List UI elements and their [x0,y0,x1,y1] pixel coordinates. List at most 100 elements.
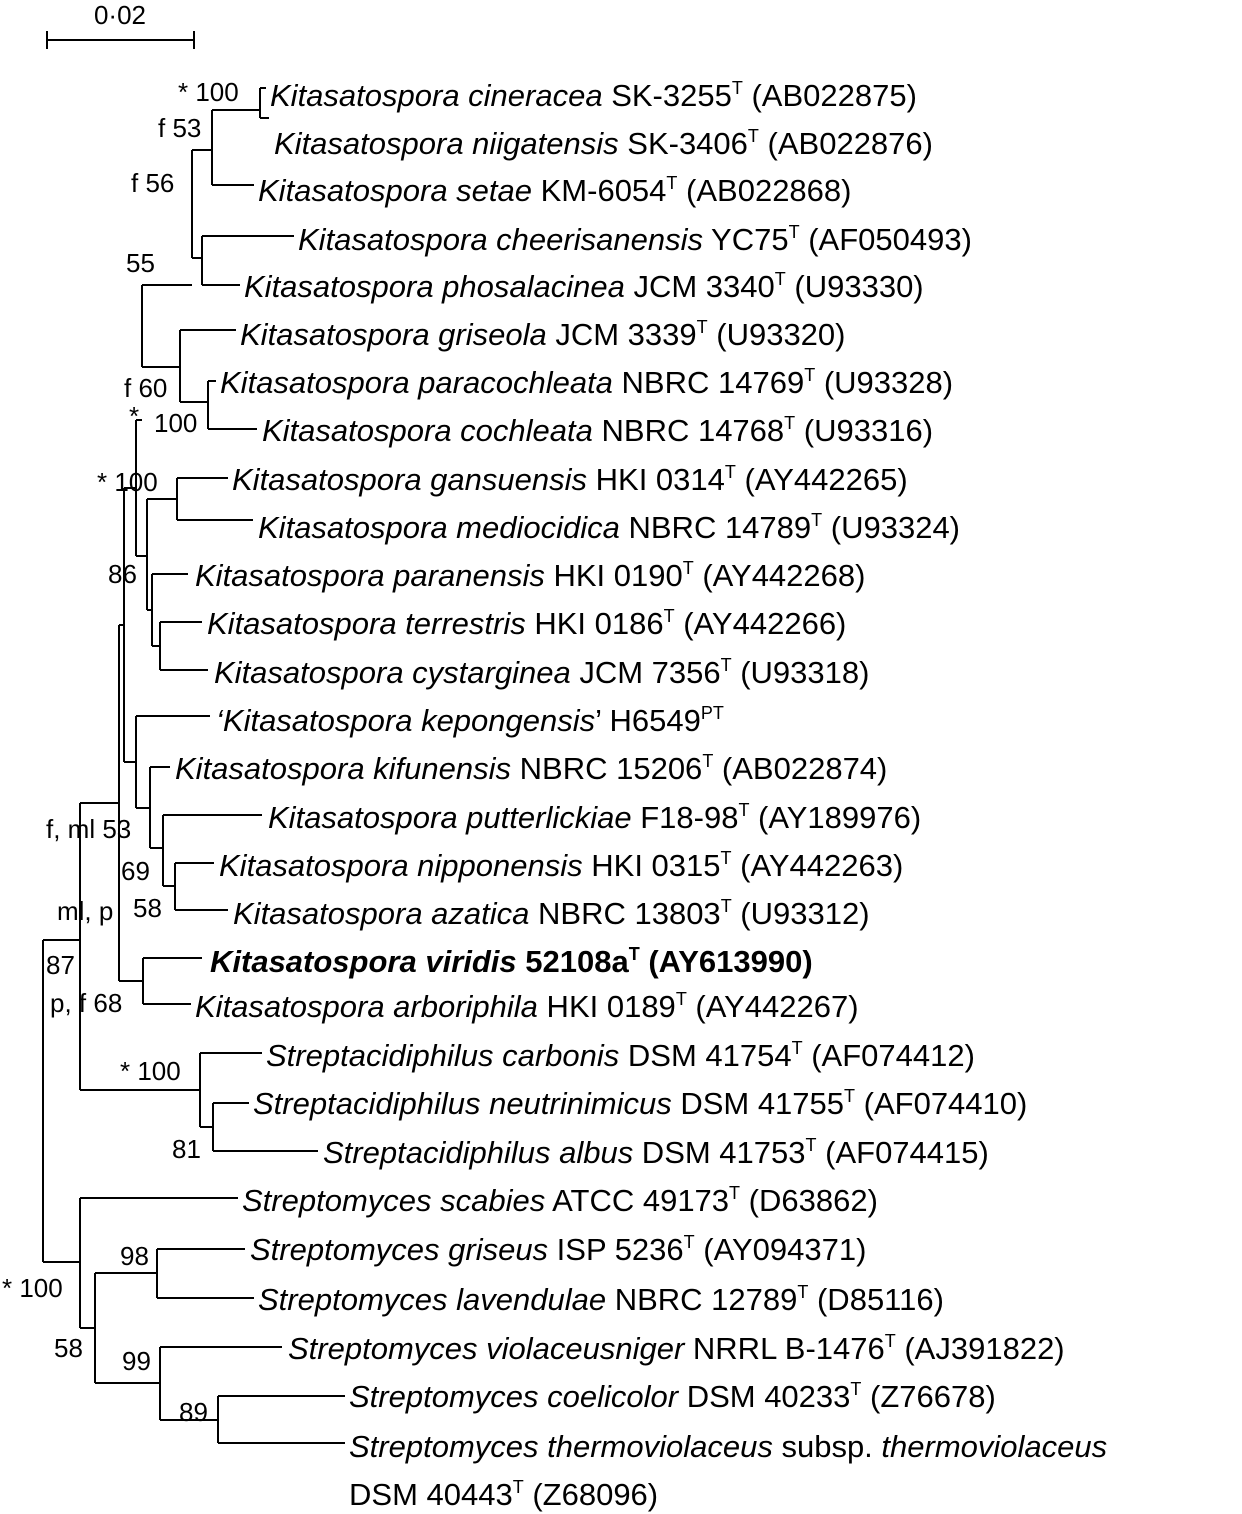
scale-bar-label: 0·02 [94,0,146,30]
taxon-genus: Kitasatospora [268,800,466,835]
taxon-species: scabies [440,1183,545,1218]
taxon-type-marker: T [844,1086,855,1106]
taxon-type-marker: T [732,78,743,98]
node-label: * 100 [97,467,158,497]
node-label: 98 [120,1241,149,1271]
taxon-type-marker: T [666,173,677,193]
node-label: p, f 68 [50,988,122,1018]
taxon-label: Kitasatospora niigatensis SK-3406T (AB02… [274,126,933,161]
taxon-type-marker: T [738,800,749,820]
taxon-accession: (D85116) [808,1282,944,1317]
taxon-genus: Streptacidiphilus [253,1086,489,1121]
taxon-type-marker: T [664,606,675,626]
branch [159,621,208,671]
taxon-label: Streptacidiphilus albus DSM 41753T (AF07… [323,1135,989,1170]
taxon-strain: NBRC 13803 [529,896,720,931]
taxon-type-marker: T [806,1135,817,1155]
node-label: 55 [126,248,155,278]
taxon-label: Kitasatospora setae KM-6054T (AB022868) [258,173,851,208]
taxon-type-marker: T [629,944,640,964]
taxon-accession: (AY442268) [694,558,866,593]
taxon-species: putterlickiae [465,800,631,835]
taxon-genus: Kitasatospora [244,269,442,304]
node-label: 81 [172,1134,201,1164]
node-label: f 60 [124,373,167,403]
taxon-genus: Kitasatospora [207,606,405,641]
node-label: 100 [154,408,197,438]
taxon-strain: HKI 0190 [545,558,683,593]
taxon-species: kifunensis [373,751,511,786]
branch [79,1197,238,1329]
taxon-label: Streptacidiphilus carbonis DSM 41754T (A… [266,1038,975,1073]
taxon-label: Streptomyces thermoviolaceus subsp. ther… [349,1429,1107,1464]
node-label: * 100 [2,1273,63,1303]
branch [142,957,202,1005]
taxon-species: paracochleata [417,365,613,400]
taxon-strain: DSM 41754 [619,1038,791,1073]
taxon-strain: DSM 40443 [349,1477,513,1512]
node-label: ml, p [57,896,113,926]
taxon-accession: (U93318) [732,655,870,690]
taxon-strain: KM-6054 [532,173,666,208]
taxon-genus: Streptacidiphilus [323,1135,559,1170]
taxon-type-marker: T [748,126,759,146]
branch [151,573,188,647]
taxon-species: neutrinimicus [489,1086,672,1121]
taxon-strain: 52108a [517,944,630,979]
taxon-genus: Kitasatospora [298,222,496,257]
node-label: 69 [121,856,150,886]
taxon-species: viridis [425,944,516,979]
taxon-genus: Kitasatospora [262,413,460,448]
taxon-genus: Kitasatospora [240,317,438,352]
taxon-species: violaceusniger [486,1331,686,1366]
taxon-type-marker: T [811,510,822,530]
taxon-label: Kitasatospora cochleata NBRC 14768T (U93… [262,413,933,448]
taxon-genus: Kitasatospora [274,126,472,161]
taxon-species: cochleata [460,413,593,448]
node-label: f 56 [131,168,174,198]
taxon-strain: HKI 0314 [587,462,725,497]
branch [201,235,294,286]
taxon-label: Kitasatospora griseola JCM 3339T (U93320… [240,317,846,352]
node-label: 89 [179,1397,208,1427]
taxon-strain: YC75 [703,222,789,257]
taxon-label: Kitasatospora kifunensis NBRC 15206T (AB… [175,751,887,786]
branch [217,1395,345,1444]
branch [211,109,260,186]
branch [42,939,80,1263]
taxon-accession: (AB022876) [759,126,933,161]
taxon-accession: (AF050493) [800,222,972,257]
taxon-label: Kitasatospora nipponensis HKI 0315T (AY4… [219,848,903,883]
taxon-type-marker: T [683,558,694,578]
taxon-genus: Kitasatospora [258,510,456,545]
taxon-type-marker: T [885,1331,896,1351]
taxon-label: Kitasatospora gansuensis HKI 0314T (AY44… [232,462,908,497]
taxon-accession: (AF074410) [855,1086,1027,1121]
taxon-genus: Kitasatospora [175,751,373,786]
taxon-species: kepongensis [421,703,595,738]
taxon-accession: (Z68096) [524,1477,658,1512]
taxon-strain: SK-3406 [619,126,748,161]
node-label: * 100 [178,77,239,107]
taxon-label: Kitasatospora paracochleata NBRC 14769T … [220,365,953,400]
taxon-strain: JCM 3340 [625,269,775,304]
taxon-label: Streptomyces griseus ISP 5236T (AY094371… [250,1232,866,1267]
taxon-accession: (AY442267) [687,989,859,1024]
taxon-species: griseola [438,317,547,352]
node-label: f 53 [158,113,201,143]
taxon-strain: DSM 41755 [672,1086,844,1121]
taxon-strain: F18-98 [632,800,739,835]
branch [207,380,257,430]
taxon-species: azatica [431,896,529,931]
taxon-species: lavendulae [456,1282,606,1317]
taxon-strain: DSM 41753 [633,1135,805,1170]
taxon-accession: (AB022868) [677,173,851,208]
taxon-label: Kitasatospora phosalacinea JCM 3340T (U9… [244,269,924,304]
taxon-genus: Streptomyces [349,1379,547,1414]
taxon-species: terrestris [405,606,526,641]
taxon-label: Streptomyces scabies ATCC 49173T (D63862… [242,1183,878,1218]
node-labels: * 100 f 53 f 56 55 f 60 * 100 * 100 86 f… [2,77,239,1427]
taxon-strain: NBRC 14769 [613,365,804,400]
taxon-accession: (U93320) [708,317,846,352]
